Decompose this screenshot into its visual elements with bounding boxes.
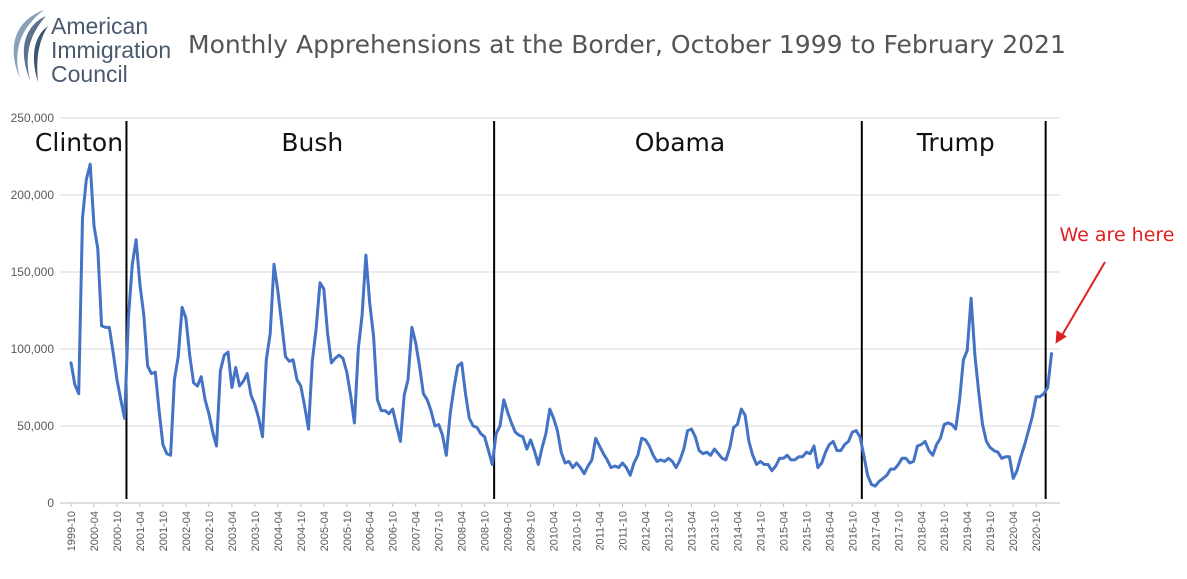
x-tick-label: 2020-04: [1008, 511, 1020, 551]
x-tick-label: 2019-04: [962, 511, 974, 551]
x-tick-label: 2017-04: [870, 511, 882, 551]
logo-line-1: American: [51, 13, 149, 39]
logo-text: American Immigration Council: [51, 14, 171, 86]
x-tick-label: 2018-04: [916, 511, 928, 551]
era-label-trump: Trump: [916, 128, 995, 157]
x-tick-label: 2012-10: [663, 511, 675, 551]
x-tick-label: 2018-10: [939, 511, 951, 551]
logo-line-3: Council: [51, 61, 128, 87]
era-label-obama: Obama: [635, 128, 726, 157]
x-tick-label: 2001-10: [158, 511, 170, 551]
x-tick-label: 1999-10: [66, 511, 78, 551]
x-tick-label: 2006-04: [365, 511, 377, 551]
x-tick-label: 2013-10: [709, 511, 721, 551]
chart-title: Monthly Apprehensions at the Border, Oct…: [188, 30, 1066, 59]
x-tick-label: 2000-10: [112, 511, 124, 551]
era-label-bush: Bush: [281, 128, 343, 157]
x-tick-label: 2004-04: [273, 511, 285, 551]
x-tick-label: 2019-10: [985, 511, 997, 551]
x-tick-label: 2003-04: [227, 511, 239, 551]
x-tick-label: 2011-04: [595, 511, 607, 551]
x-tick-label: 2011-10: [618, 511, 630, 551]
x-tick-label: 2009-04: [503, 511, 515, 551]
x-tick-label: 2016-10: [847, 511, 859, 551]
x-tick-label: 2007-10: [434, 511, 446, 551]
x-tick-label: 2005-04: [319, 511, 331, 551]
y-tick-label: 50,000: [17, 419, 54, 433]
y-tick-label: 200,000: [11, 188, 55, 202]
x-tick-label: 2014-04: [732, 511, 744, 551]
x-tick-label: 2002-10: [204, 511, 216, 551]
x-tick-label: 2008-04: [457, 511, 469, 551]
y-tick-label: 100,000: [11, 342, 55, 356]
annotation-arrowhead-icon: [1055, 330, 1067, 344]
x-tick-label: 2014-10: [755, 511, 767, 551]
x-tick-label: 2010-10: [572, 511, 584, 551]
y-tick-label: 250,000: [11, 111, 55, 125]
x-tick-label: 2001-04: [135, 511, 147, 551]
logo-line-2: Immigration: [51, 37, 172, 63]
x-tick-label: 2010-04: [549, 511, 561, 551]
x-tick-label: 2004-10: [296, 511, 308, 551]
x-tick-label: 2003-10: [250, 511, 262, 551]
x-tick-label: 2005-10: [342, 511, 354, 551]
x-tick-label: 2017-10: [893, 511, 905, 551]
x-tick-label: 2007-04: [411, 511, 423, 551]
x-tick-label: 2008-10: [480, 511, 492, 551]
x-tick-label: 2016-04: [824, 511, 836, 551]
series-line: [69, 162, 1053, 488]
logo-swoosh-icon: [13, 10, 48, 82]
annotation-label: We are here: [1060, 224, 1175, 246]
x-tick-label: 2015-04: [778, 511, 790, 551]
x-tick-label: 2012-04: [641, 511, 653, 551]
annotation-arrow-line: [1058, 261, 1106, 341]
x-tick-label: 2009-10: [526, 511, 538, 551]
x-tick-label: 2002-04: [181, 511, 193, 551]
x-tick-label: 2020-10: [1031, 511, 1043, 551]
x-tick-label: 2015-10: [801, 511, 813, 551]
logo: American Immigration Council: [6, 6, 171, 106]
x-tick-label: 2000-04: [89, 511, 101, 551]
y-tick-label: 0: [47, 496, 54, 510]
x-tick-label: 2006-10: [388, 511, 400, 551]
y-tick-label: 150,000: [11, 265, 55, 279]
x-tick-label: 2013-04: [686, 511, 698, 551]
era-label-clinton: Clinton: [35, 128, 123, 157]
